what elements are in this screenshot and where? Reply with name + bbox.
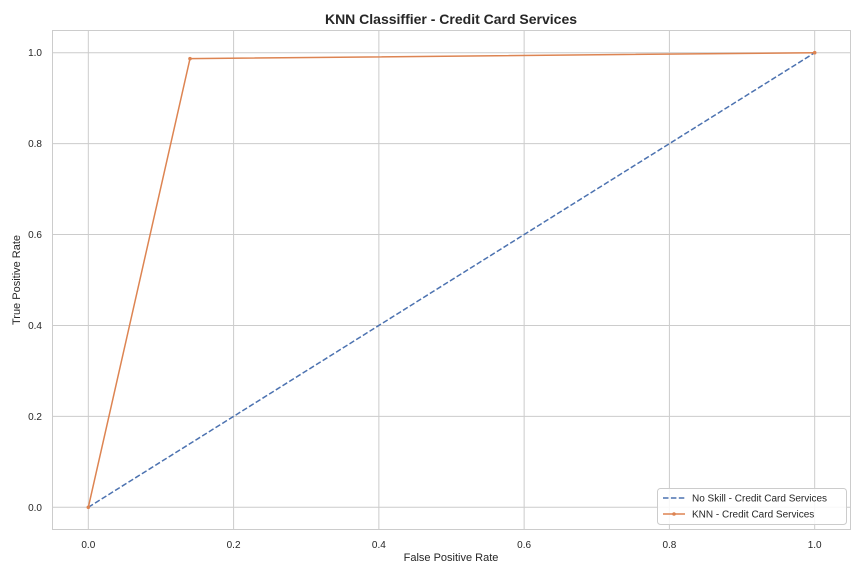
- plot-frame: [52, 30, 851, 530]
- x-tick-label: 0.0: [81, 540, 95, 551]
- grid-lines: [52, 30, 851, 530]
- x-tick-label: 0.4: [372, 540, 386, 551]
- x-tick-label: 1.0: [808, 540, 822, 551]
- knn-roc-point: [812, 50, 817, 55]
- y-tick-label: 1.0: [28, 48, 42, 59]
- knn-roc-point: [188, 56, 192, 61]
- y-tick-label: 0.0: [28, 503, 42, 514]
- x-tick-label: 0.6: [517, 540, 531, 551]
- x-tick-label: 0.2: [227, 540, 241, 551]
- legend-label: No Skill - Credit Card Services: [692, 494, 827, 505]
- series-layer: [86, 50, 817, 510]
- tick-labels: 0.0 0.2 0.4 0.6 0.8 1.0 0.0 0.2 0.4 0.6 0.8 1.0: [28, 48, 822, 551]
- knn-roc-point: [86, 505, 91, 510]
- legend-marker: [672, 512, 676, 516]
- x-axis-label: False Positive Rate: [404, 552, 499, 564]
- y-tick-label: 0.6: [28, 230, 42, 241]
- y-tick-label: 0.2: [28, 412, 42, 423]
- y-tick-label: 0.8: [28, 139, 42, 150]
- x-tick-label: 0.8: [662, 540, 676, 551]
- y-axis-label: True Positive Rate: [11, 235, 23, 325]
- legend-box: [657, 488, 847, 525]
- chart-title: KNN Classiffier - Credit Card Services: [325, 11, 577, 27]
- y-tick-label: 0.4: [28, 321, 42, 332]
- legend: No Skill - Credit Card Services KNN - Cre…: [657, 488, 847, 525]
- legend-label: KNN - Credit Card Services: [692, 510, 814, 521]
- no-skill-line: [87, 52, 816, 508]
